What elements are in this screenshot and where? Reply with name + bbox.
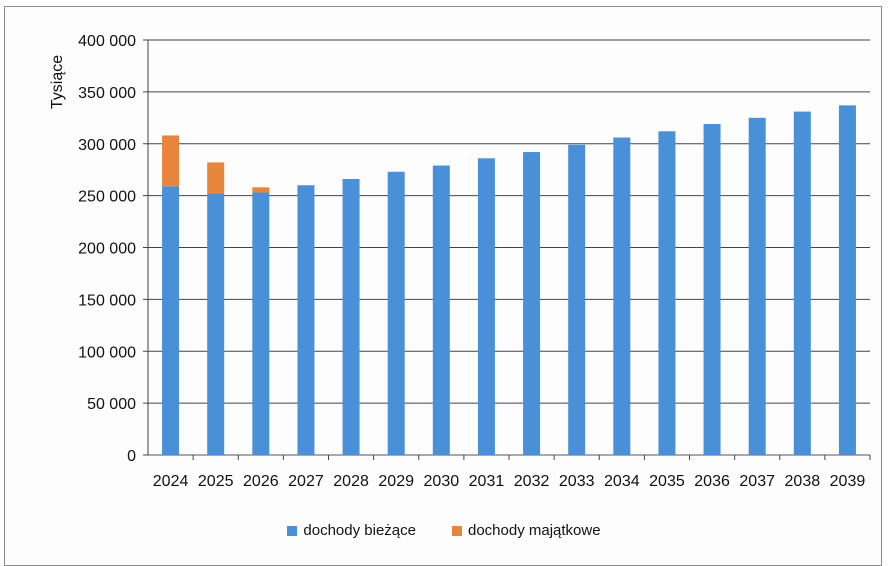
y-tick-label: 0 <box>127 448 136 465</box>
legend: dochody bieżące dochody majątkowe <box>0 522 888 539</box>
y-tick-label: 150 000 <box>78 292 136 309</box>
legend-item-capital: dochody majątkowe <box>452 522 601 539</box>
y-tick-label: 400 000 <box>78 33 136 50</box>
y-tick-label: 250 000 <box>78 189 136 206</box>
x-tick-label: 2037 <box>739 473 775 490</box>
bars <box>162 105 856 456</box>
y-axis-ticks: 0 50 000 100 000 150 000 200 000 250 000 300 0… <box>78 33 148 465</box>
y-tick-label: 100 000 <box>78 344 136 361</box>
bar-current-income <box>658 131 676 456</box>
x-tick-label: 2027 <box>288 473 324 490</box>
bar-current-income <box>613 137 631 455</box>
bar-capital-income <box>207 162 225 194</box>
x-tick-label: 2036 <box>694 473 730 490</box>
x-tick-label: 2033 <box>559 473 595 490</box>
y-tick-label: 50 000 <box>87 396 136 413</box>
bar-current-income <box>252 192 270 455</box>
bar-current-income <box>793 111 811 456</box>
legend-label-capital: dochody majątkowe <box>468 522 601 539</box>
x-tick-label: 2025 <box>198 473 234 490</box>
bar-current-income <box>703 124 721 455</box>
bar-current-income <box>207 193 225 456</box>
legend-swatch-current <box>287 525 298 536</box>
x-tick-label: 2038 <box>785 473 821 490</box>
x-tick-label: 2024 <box>153 473 189 490</box>
bar-capital-income <box>162 135 180 187</box>
bar-current-income <box>297 185 315 455</box>
y-tick-label: 350 000 <box>78 85 136 102</box>
x-tick-label: 2039 <box>830 473 866 490</box>
x-tick-label: 2034 <box>604 473 640 490</box>
x-tick-label: 2029 <box>378 473 414 490</box>
legend-item-current: dochody bieżące <box>287 522 416 539</box>
x-tick-label: 2032 <box>514 473 550 490</box>
bar-current-income <box>838 105 856 456</box>
y-tick-label: 200 000 <box>78 241 136 258</box>
legend-label-current: dochody bieżące <box>303 522 416 539</box>
bar-current-income <box>523 152 541 456</box>
x-tick-label: 2030 <box>424 473 460 490</box>
bar-current-income <box>477 158 495 455</box>
x-tick-label: 2026 <box>243 473 279 490</box>
y-axis-label: Tysiące <box>49 55 66 109</box>
bar-capital-income <box>252 187 270 193</box>
bar-current-income <box>568 144 586 455</box>
bar-chart: 0 50 000 100 000 150 000 200 000 250 000 300 0… <box>49 33 871 490</box>
x-tick-label: 2028 <box>333 473 369 490</box>
bar-current-income <box>342 179 360 455</box>
x-tick-label: 2035 <box>649 473 685 490</box>
x-tick-label: 2031 <box>469 473 505 490</box>
bar-current-income <box>162 186 180 455</box>
bar-current-income <box>748 117 766 455</box>
bar-current-income <box>387 171 405 455</box>
y-tick-label: 300 000 <box>78 137 136 154</box>
x-axis-ticks: 2024 2025 2026 2027 2028 2029 2030 2031 2032 2033… <box>153 455 871 490</box>
legend-swatch-capital <box>452 525 462 536</box>
bar-current-income <box>432 165 450 455</box>
